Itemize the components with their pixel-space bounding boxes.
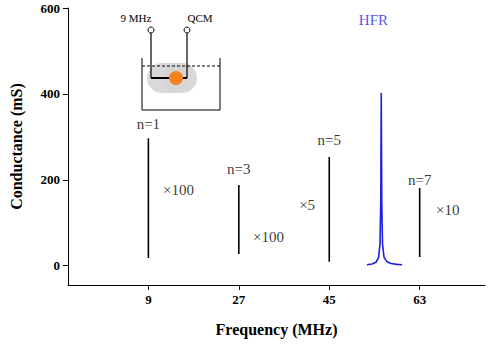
svg-text:63: 63 [413,292,427,307]
svg-text:n=5: n=5 [318,132,341,148]
svg-text:9 MHz: 9 MHz [121,12,152,24]
svg-text:0: 0 [54,258,61,273]
svg-text:45: 45 [323,292,337,307]
svg-text:n=1: n=1 [137,116,160,132]
svg-text:×100: ×100 [163,182,194,198]
svg-text:9: 9 [145,292,152,307]
svg-text:27: 27 [232,292,246,307]
svg-text:n=7: n=7 [408,172,432,188]
svg-text:600: 600 [41,1,61,16]
svg-text:n=3: n=3 [227,161,250,177]
svg-text:400: 400 [41,86,61,101]
svg-text:200: 200 [41,172,61,187]
svg-text:HFR: HFR [359,12,388,28]
svg-text:×10: ×10 [436,202,459,218]
svg-text:QCM: QCM [187,12,212,24]
svg-text:Frequency (MHz): Frequency (MHz) [216,321,338,339]
svg-text:×100: ×100 [253,229,284,245]
svg-text:×5: ×5 [299,197,315,213]
svg-text:Conductance (mS): Conductance (mS) [8,83,26,210]
